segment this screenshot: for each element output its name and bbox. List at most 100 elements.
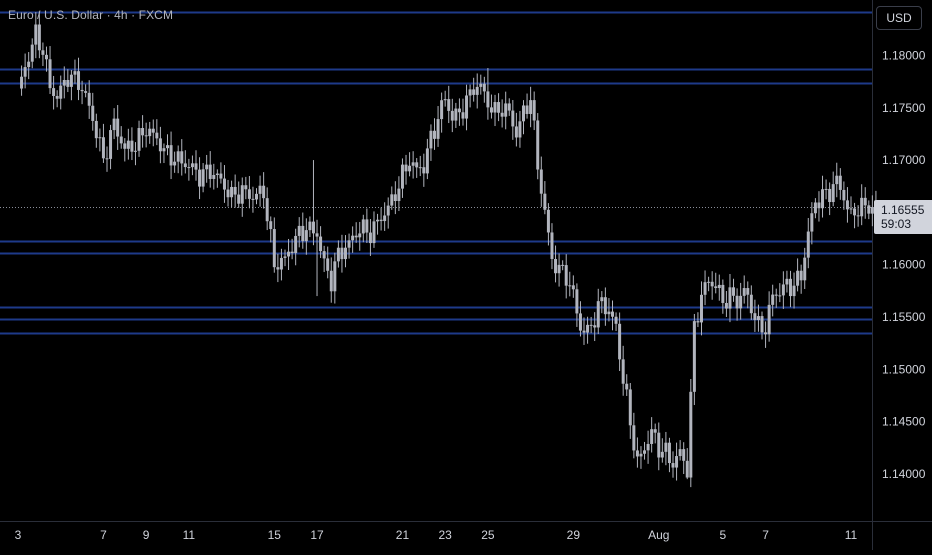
candle-body[interactable] bbox=[400, 164, 404, 189]
candle-body[interactable] bbox=[546, 209, 550, 233]
candle-body[interactable] bbox=[692, 321, 696, 392]
candle-body[interactable] bbox=[265, 198, 269, 222]
candle-body[interactable] bbox=[821, 189, 825, 209]
candle-body[interactable] bbox=[390, 194, 394, 206]
candle-body[interactable] bbox=[190, 163, 194, 168]
candle-body[interactable] bbox=[301, 225, 305, 242]
candle-body[interactable] bbox=[344, 247, 348, 260]
candle-body[interactable] bbox=[287, 251, 291, 257]
candle-body[interactable] bbox=[269, 221, 273, 230]
candle-body[interactable] bbox=[418, 167, 422, 169]
candle-body[interactable] bbox=[258, 185, 262, 194]
candle-body[interactable] bbox=[66, 79, 70, 87]
candle-body[interactable] bbox=[500, 112, 504, 117]
candle-body[interactable] bbox=[454, 108, 458, 121]
candle-body[interactable] bbox=[792, 285, 796, 297]
candle-body[interactable] bbox=[408, 165, 412, 172]
candle-body[interactable] bbox=[133, 150, 137, 152]
candle-body[interactable] bbox=[105, 158, 109, 160]
candle-body[interactable] bbox=[425, 148, 429, 174]
candle-body[interactable] bbox=[198, 169, 202, 187]
candle-body[interactable] bbox=[215, 173, 219, 175]
candle-body[interactable] bbox=[703, 282, 707, 295]
candle-body[interactable] bbox=[34, 24, 38, 45]
candle-body[interactable] bbox=[457, 108, 461, 113]
candle-body[interactable] bbox=[849, 208, 853, 210]
candle-body[interactable] bbox=[479, 83, 483, 87]
candle-body[interactable] bbox=[618, 323, 622, 360]
candle-body[interactable] bbox=[732, 287, 736, 296]
candle-body[interactable] bbox=[461, 112, 465, 119]
candle-body[interactable] bbox=[828, 188, 832, 203]
candle-body[interactable] bbox=[554, 258, 558, 274]
candle-body[interactable] bbox=[130, 140, 134, 152]
candle-body[interactable] bbox=[831, 184, 835, 203]
candle-body[interactable] bbox=[728, 287, 732, 309]
candle-body[interactable] bbox=[20, 76, 24, 89]
candle-body[interactable] bbox=[290, 251, 294, 254]
candle-body[interactable] bbox=[667, 442, 671, 464]
candle-body[interactable] bbox=[294, 235, 298, 254]
candle-body[interactable] bbox=[226, 189, 230, 198]
candle-body[interactable] bbox=[557, 264, 561, 274]
candle-body[interactable] bbox=[208, 164, 212, 179]
candle-body[interactable] bbox=[764, 332, 768, 335]
candle-body[interactable] bbox=[529, 100, 533, 114]
candle-body[interactable] bbox=[511, 110, 515, 127]
candle-body[interactable] bbox=[340, 247, 344, 260]
candle-body[interactable] bbox=[664, 442, 668, 452]
candle-body[interactable] bbox=[835, 175, 839, 185]
candle-body[interactable] bbox=[803, 257, 807, 281]
candle-body[interactable] bbox=[80, 89, 84, 92]
candle-body[interactable] bbox=[251, 198, 255, 200]
candle-body[interactable] bbox=[550, 232, 554, 259]
candle-body[interactable] bbox=[141, 128, 145, 136]
candle-body[interactable] bbox=[123, 143, 127, 149]
candle-body[interactable] bbox=[824, 188, 828, 190]
candle-body[interactable] bbox=[240, 185, 244, 204]
candle-body[interactable] bbox=[347, 240, 351, 248]
candle-body[interactable] bbox=[37, 24, 41, 51]
candle-body[interactable] bbox=[717, 284, 721, 289]
candle-body[interactable] bbox=[760, 316, 764, 333]
candle-body[interactable] bbox=[372, 221, 376, 244]
candle-body[interactable] bbox=[415, 162, 419, 168]
candle-body[interactable] bbox=[148, 128, 152, 137]
candle-body[interactable] bbox=[614, 316, 618, 324]
candle-body[interactable] bbox=[354, 235, 358, 238]
candle-body[interactable] bbox=[610, 311, 614, 317]
currency-selector-button[interactable]: USD bbox=[876, 6, 922, 30]
candle-body[interactable] bbox=[311, 221, 315, 234]
candle-body[interactable] bbox=[796, 270, 800, 286]
candle-body[interactable] bbox=[205, 164, 209, 170]
candle-body[interactable] bbox=[771, 294, 775, 305]
candle-body[interactable] bbox=[742, 288, 746, 296]
candle-body[interactable] bbox=[564, 265, 568, 286]
candle-body[interactable] bbox=[671, 463, 675, 468]
candle-body[interactable] bbox=[87, 92, 91, 106]
candle-body[interactable] bbox=[525, 105, 529, 114]
candle-body[interactable] bbox=[482, 83, 486, 92]
candle-body[interactable] bbox=[183, 163, 187, 168]
candle-body[interactable] bbox=[682, 449, 686, 461]
candle-body[interactable] bbox=[55, 95, 59, 99]
candle-body[interactable] bbox=[436, 119, 440, 139]
candle-body[interactable] bbox=[788, 278, 792, 297]
candle-body[interactable] bbox=[230, 186, 234, 198]
candle-body[interactable] bbox=[169, 145, 173, 166]
candle-body[interactable] bbox=[521, 105, 525, 122]
candle-body[interactable] bbox=[504, 103, 508, 117]
candle-body[interactable] bbox=[781, 284, 785, 296]
candle-body[interactable] bbox=[358, 233, 362, 238]
candle-body[interactable] bbox=[589, 324, 593, 326]
candle-body[interactable] bbox=[166, 145, 170, 149]
candle-body[interactable] bbox=[233, 186, 237, 195]
candle-body[interactable] bbox=[842, 189, 846, 201]
candle-body[interactable] bbox=[279, 257, 283, 270]
candle-body[interactable] bbox=[94, 120, 98, 139]
candle-body[interactable] bbox=[497, 102, 501, 113]
candle-body[interactable] bbox=[315, 233, 319, 237]
candle-body[interactable] bbox=[151, 128, 155, 133]
candle-body[interactable] bbox=[336, 247, 340, 262]
